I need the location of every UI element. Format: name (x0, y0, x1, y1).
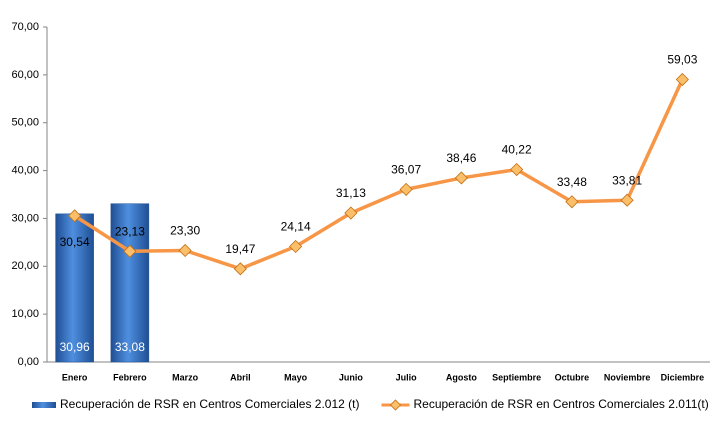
y-tick-label: 60,00 (11, 69, 39, 81)
bar (110, 203, 150, 363)
point-label: 30,54 (60, 235, 90, 249)
y-tick-label: 50,00 (11, 117, 39, 129)
x-tick-label: Julio (396, 372, 418, 382)
x-tick-label: Octubre (555, 372, 590, 382)
legend-swatch (32, 402, 56, 408)
x-tick-label: Abril (230, 372, 251, 382)
y-tick-label: 40,00 (11, 164, 39, 176)
x-tick-label: Febrero (113, 372, 147, 382)
point-label: 40,22 (502, 143, 532, 157)
x-tick-label: Noviembre (604, 372, 651, 382)
point (510, 162, 524, 177)
point (289, 239, 303, 254)
x-tick-label: Enero (62, 372, 88, 382)
point (399, 182, 413, 196)
legend-swatch (389, 399, 402, 411)
point (620, 193, 634, 207)
point-label: 33,48 (557, 175, 587, 189)
point (344, 206, 358, 220)
point (233, 262, 247, 276)
point-label: 36,07 (391, 163, 421, 177)
x-tick-label: Agosto (446, 372, 477, 382)
line (73, 78, 684, 271)
point (565, 195, 579, 209)
legend-label: Recuperación de RSR en Centros Comercial… (60, 397, 359, 411)
x-tick-label: Septiembre (492, 372, 541, 382)
point-label: 59,03 (667, 53, 697, 67)
point-label: 33,81 (612, 173, 642, 187)
point (123, 244, 137, 258)
x-tick-label: Junio (339, 372, 364, 382)
x-tick-label: Diciembre (661, 372, 705, 382)
x-tick-label: Mayo (284, 372, 308, 382)
point (68, 209, 82, 223)
point (675, 72, 689, 87)
legend-label: Recuperación de RSR en Centros Comercial… (413, 397, 708, 411)
y-tick-label: 70,00 (11, 21, 39, 33)
point-label: 31,13 (336, 186, 366, 200)
point-label: 23,30 (170, 224, 200, 238)
point (178, 243, 192, 258)
y-tick-label: 0,00 (18, 356, 39, 368)
y-tick-label: 10,00 (11, 308, 39, 320)
bar-label: 33,08 (115, 340, 145, 354)
y-tick-label: 30,00 (11, 212, 39, 224)
point-label: 38,46 (446, 151, 476, 165)
point-label: 23,13 (115, 224, 145, 238)
x-tick-label: Marzo (172, 372, 199, 382)
point-label: 24,14 (281, 220, 311, 234)
point (454, 171, 468, 185)
bar-label: 30,96 (60, 340, 90, 354)
y-tick-label: 20,00 (11, 260, 39, 272)
point-label: 19,47 (225, 242, 255, 256)
